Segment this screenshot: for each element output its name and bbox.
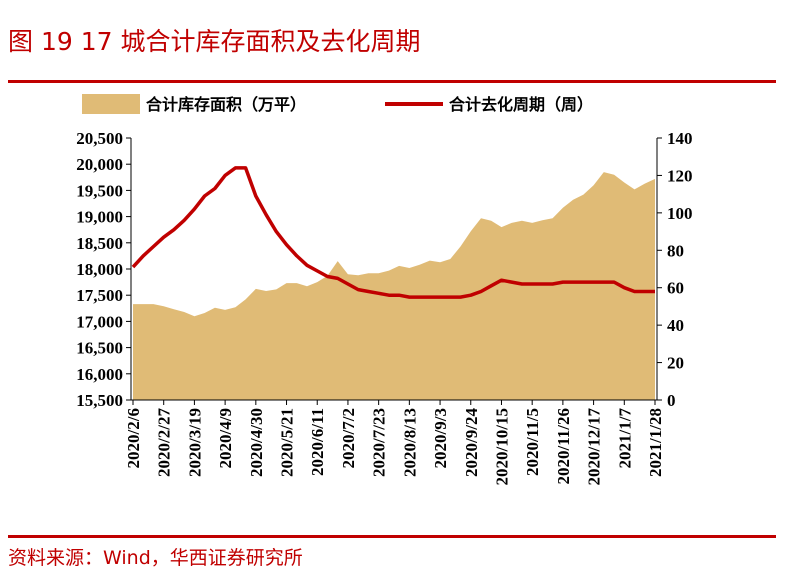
turnover-line	[131, 166, 655, 299]
legend-line-label: 合计去化周期（周）	[449, 95, 593, 114]
y-left-tick-label: 20,000	[76, 155, 123, 174]
y-left-tick-label: 17,000	[76, 312, 123, 331]
y-left-tick-label: 17,500	[76, 286, 123, 305]
source-rule	[8, 535, 776, 538]
x-tick-label: 2020/4/9	[216, 408, 235, 468]
y-right-tick-label: 40	[667, 316, 684, 335]
x-tick-label: 2020/11/26	[554, 408, 573, 485]
x-tick-label: 2020/7/2	[339, 408, 358, 468]
x-tick-label: 2020/8/13	[400, 408, 419, 477]
figure-title: 图 19 17 城合计库存面积及去化周期	[8, 27, 421, 56]
x-tick-label: 2020/9/24	[462, 408, 481, 477]
y-left-tick-label: 15,500	[76, 391, 123, 410]
x-tick-label: 2020/3/19	[185, 408, 204, 477]
x-tick-label: 2020/6/11	[308, 408, 327, 476]
title-rule	[8, 80, 776, 83]
x-tick-label: 2021/1/7	[615, 408, 634, 469]
x-tick-label: 2020/9/3	[431, 408, 450, 468]
inventory-chart: 合计库存面积（万平） 合计去化周期（周） 15,50016,00016,5001…	[76, 94, 693, 485]
x-tick-label: 2020/7/23	[370, 408, 389, 477]
source-note: 资料来源：Wind，华西证券研究所	[8, 547, 303, 569]
y-left-tick-label: 16,000	[76, 365, 123, 384]
y-right-tick-label: 80	[667, 241, 684, 260]
y-left-tick-label: 19,500	[76, 181, 123, 200]
x-tick-label: 2020/2/6	[124, 408, 143, 468]
x-tick-label: 2020/10/15	[492, 408, 511, 485]
x-axis-ticks: 2020/2/6 2020/2/27 2020/3/19 2020/4/9 2020/4…	[124, 400, 665, 485]
x-tick-label: 2021/1/28	[646, 408, 665, 477]
y-right-tick-label: 20	[667, 354, 684, 373]
x-tick-label: 2020/12/17	[585, 408, 604, 486]
y-left-tick-label: 19,000	[76, 208, 123, 227]
y-left-tick-label: 18,000	[76, 260, 123, 279]
legend: 合计库存面积（万平） 合计去化周期（周）	[82, 94, 593, 114]
y-left-tick-label: 20,500	[76, 129, 123, 148]
x-tick-label: 2020/4/30	[247, 408, 266, 477]
inventory-area	[133, 172, 655, 400]
y-axis-left-ticks: 15,500 16,000 16,500 17,000 17,500 18,000 18,5…	[76, 129, 131, 410]
x-tick-label: 2020/2/27	[155, 408, 174, 477]
y-right-tick-label: 60	[667, 279, 684, 298]
x-tick-label: 2020/11/5	[523, 408, 542, 476]
y-right-tick-label: 120	[667, 166, 693, 185]
y-axis-right-ticks: 0 20 40 60 80 100 120 140	[657, 129, 693, 410]
legend-area-swatch	[82, 94, 140, 114]
y-right-tick-label: 100	[667, 204, 693, 223]
x-tick-label: 2020/5/21	[278, 408, 297, 477]
y-left-tick-label: 18,500	[76, 234, 123, 253]
plot-area	[130, 138, 658, 401]
y-right-tick-label: 140	[667, 129, 693, 148]
legend-area-label: 合计库存面积（万平）	[146, 95, 306, 114]
y-left-tick-label: 16,500	[76, 339, 123, 358]
y-right-tick-label: 0	[667, 391, 676, 410]
